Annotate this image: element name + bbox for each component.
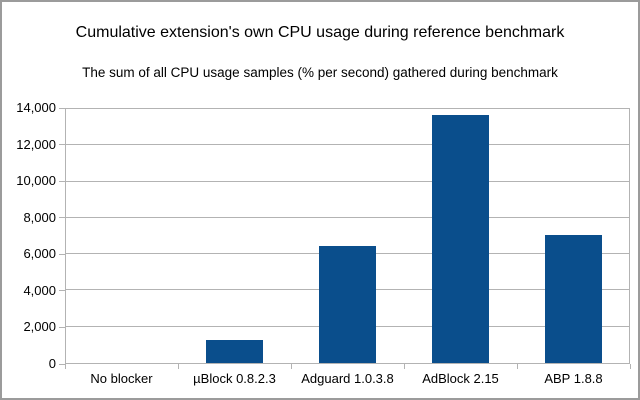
chart-title: Cumulative extension's own CPU usage dur… [75,24,565,41]
y-tick-label: 0 [48,356,56,371]
x-axis-label: No blocker [90,371,153,386]
bar-µBlock 0.8.2.3 [206,339,263,363]
x-axis: No blocker µBlock 0.8.2.3 Adguard 1.0.3.8 A… [65,371,630,387]
y-tick [59,144,65,146]
y-tick [59,107,65,109]
y-tick [59,217,65,219]
x-tick [404,364,405,369]
chart-subtitle: The sum of all CPU usage samples (% per … [82,65,558,80]
x-tick [178,364,179,369]
x-tick [291,364,292,369]
x-axis-label: µBlock 0.8.2.3 [193,371,276,386]
x-axis-label: ABP 1.8.8 [544,371,603,386]
bar-AdBlock 2.15 [432,115,489,363]
y-tick-label: 10,000 [16,173,56,189]
y-tick [59,363,65,365]
y-tick-label: 8,000 [23,209,56,225]
plot-area [65,108,630,364]
x-tick [517,364,518,369]
bar-Adguard 1.0.3.8 [319,245,376,363]
y-tick-label: 14,000 [16,100,56,115]
x-axis-label: Adguard 1.0.3.8 [301,371,394,386]
y-tick [59,253,65,255]
y-tick [59,290,65,292]
x-tick [65,364,66,369]
x-tick [630,364,631,369]
x-axis-label: AdBlock 2.15 [422,371,499,386]
y-tick [59,180,65,182]
gridline [66,180,629,182]
y-tick-label: 2,000 [23,319,56,335]
y-tick-label: 6,000 [23,246,56,262]
y-tick [59,326,65,328]
bar-ABP 1.8.8 [545,234,602,363]
gridline [66,216,629,218]
gridline [66,144,629,146]
y-tick-label: 12,000 [16,136,56,152]
y-tick-label: 4,000 [23,282,56,298]
